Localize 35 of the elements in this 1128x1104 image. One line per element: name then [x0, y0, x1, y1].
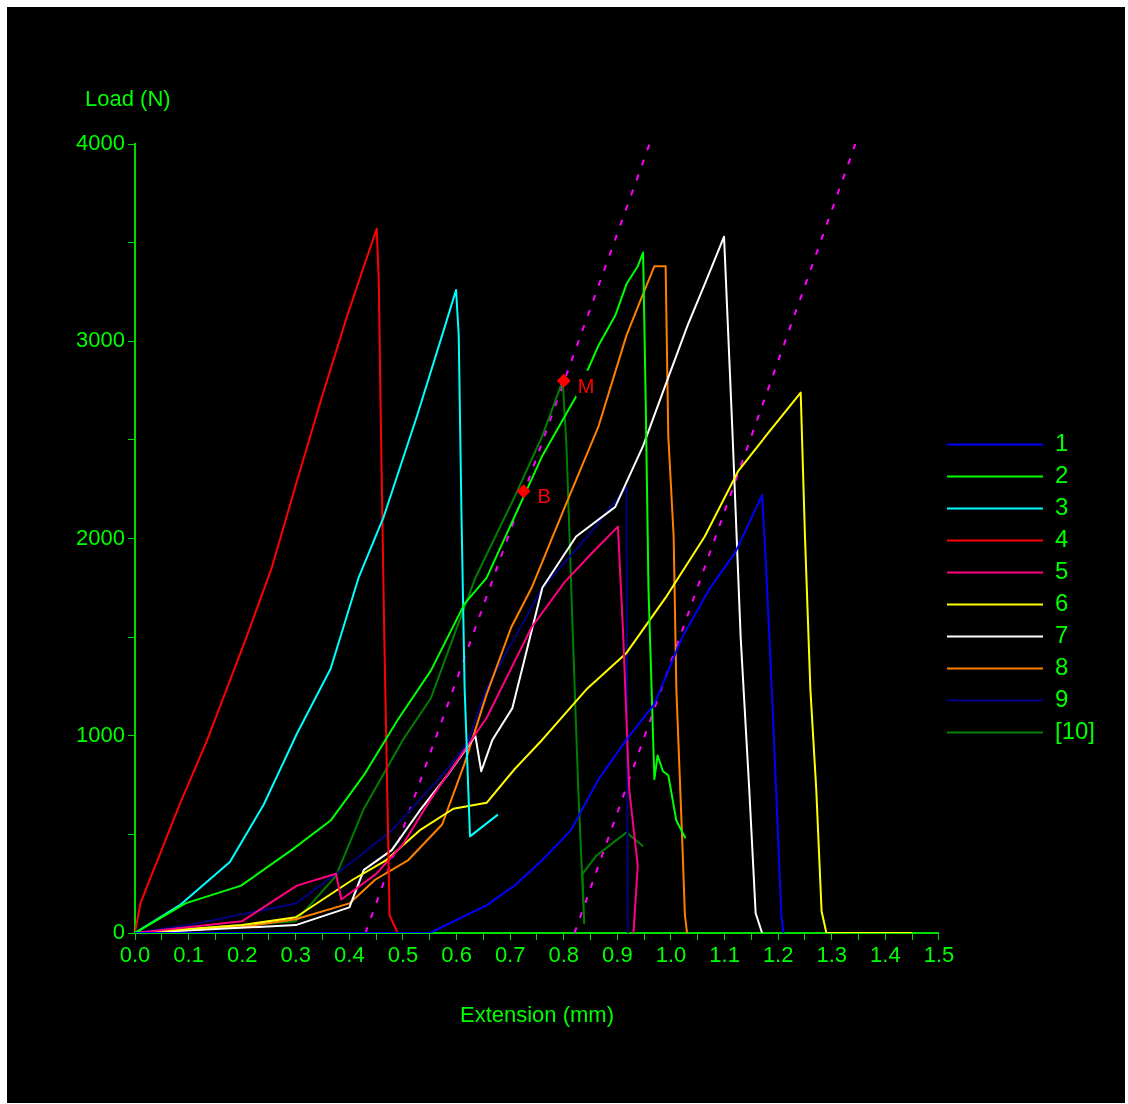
x-tick-label: 1.3 — [816, 942, 848, 968]
x-tick-label: 0.6 — [441, 942, 472, 968]
annotation: B — [537, 485, 551, 508]
legend-label: 6 — [1054, 589, 1069, 617]
legend-label: 5 — [1054, 557, 1069, 585]
x-tick-label: 1.1 — [709, 942, 740, 968]
x-tick-label: 0.0 — [119, 942, 151, 968]
annotation: M — [577, 374, 595, 397]
x-tick-label: 0.2 — [226, 942, 258, 968]
legend-label: 1 — [1054, 429, 1069, 457]
x-tick-label: 0.9 — [602, 942, 633, 968]
x-tick-label: 0.4 — [334, 942, 365, 968]
y-tick-label: 2000 — [76, 524, 125, 550]
x-tick-label: 0.5 — [387, 942, 419, 968]
legend-label: [10] — [1054, 717, 1095, 745]
legend-label: 9 — [1054, 685, 1069, 713]
x-axis-title: Extension (mm) — [459, 1001, 615, 1027]
y-axis-title: Load (N) — [85, 86, 171, 111]
y-tick-label: 0 — [112, 919, 125, 945]
legend-label: 8 — [1054, 653, 1069, 681]
legend-label: 2 — [1054, 461, 1069, 489]
y-tick-label: 1000 — [76, 721, 125, 747]
y-tick-label: 4000 — [76, 130, 125, 156]
legend-label: 4 — [1054, 525, 1069, 553]
x-tick-label: 0.7 — [494, 942, 526, 968]
x-tick-label: 1.0 — [655, 942, 687, 968]
x-tick-label: 1.4 — [870, 942, 901, 968]
x-tick-label: 0.8 — [548, 942, 580, 968]
legend-label: 7 — [1054, 621, 1069, 649]
y-tick-label: 3000 — [76, 327, 125, 353]
x-tick-label: 0.1 — [173, 942, 204, 968]
x-tick-label: 1.2 — [762, 942, 794, 968]
legend-label: 3 — [1054, 493, 1069, 521]
x-tick-label: 0.3 — [280, 942, 312, 968]
x-tick-label: 1.5 — [923, 942, 955, 968]
